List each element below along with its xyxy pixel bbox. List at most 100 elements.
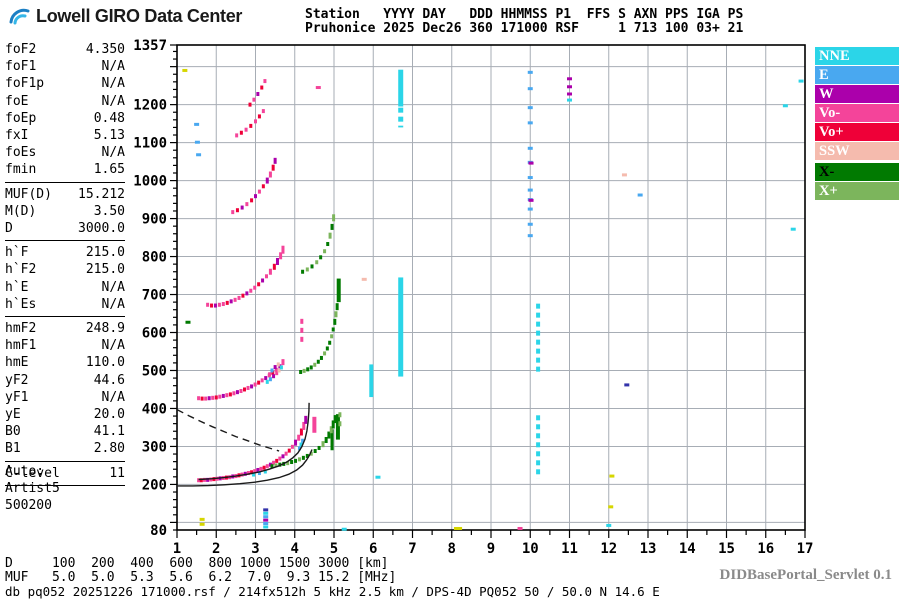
svg-text:1000: 1000 xyxy=(133,174,167,190)
echo-dot xyxy=(260,378,264,383)
scatter-dot xyxy=(567,77,572,81)
echo-dot xyxy=(256,467,260,472)
echo-dot xyxy=(264,274,268,279)
echo-dot xyxy=(274,463,278,468)
param-label: foEp xyxy=(5,110,37,126)
svg-text:16: 16 xyxy=(757,541,774,557)
scatter-dot xyxy=(527,188,533,192)
echo-dot xyxy=(305,267,309,272)
echo-dot xyxy=(257,114,261,119)
scatter-echoes xyxy=(182,68,804,531)
echo-dot xyxy=(302,421,306,430)
echo-dot xyxy=(250,384,254,389)
echo-dot xyxy=(244,127,248,132)
scatter-dot xyxy=(528,198,534,202)
echo-dot xyxy=(326,242,330,247)
echo-dot xyxy=(279,365,283,370)
param-section: C-level 11 xyxy=(5,460,125,486)
svg-text:300: 300 xyxy=(142,439,167,455)
echo-dot xyxy=(290,444,294,449)
echo-dot xyxy=(331,327,335,332)
svg-text:200: 200 xyxy=(142,477,167,493)
scatter-dot xyxy=(527,70,533,74)
param-section: h`F 215.0 h`F2 215.0 h`E N/A h`Es N/A xyxy=(5,240,125,316)
echo-dot xyxy=(281,245,285,254)
echo-dot xyxy=(253,469,257,474)
scatter-dot xyxy=(194,122,200,126)
scatter-dot xyxy=(457,526,463,530)
param-label: foF1 xyxy=(5,59,37,75)
echo-dot xyxy=(202,477,206,482)
param-value: 20.0 xyxy=(93,407,125,423)
scatter-dot xyxy=(361,277,367,281)
svg-text:8: 8 xyxy=(448,541,456,557)
echo-dot xyxy=(310,264,314,269)
param-row: h`E N/A xyxy=(5,279,125,296)
echo-dot xyxy=(206,477,210,482)
echo-dot xyxy=(325,346,329,351)
echo-dot xyxy=(260,85,264,90)
echo-dot xyxy=(237,295,241,300)
scatter-dot xyxy=(527,222,533,226)
param-row: hmF1 N/A xyxy=(5,337,125,354)
echo-dot xyxy=(228,392,232,397)
echo-dot xyxy=(332,214,336,222)
echo-bars xyxy=(300,69,541,479)
echo-dot xyxy=(249,288,253,293)
echo-dot xyxy=(210,303,214,308)
echo-dot xyxy=(281,454,285,459)
param-label: h`F2 xyxy=(5,262,37,278)
echo-dot xyxy=(299,442,303,447)
param-label: foF1p xyxy=(5,76,45,92)
scatter-dot xyxy=(527,87,533,91)
param-label: M(D) xyxy=(5,203,37,219)
scatter-dot xyxy=(263,522,269,526)
svg-text:1200: 1200 xyxy=(133,98,167,114)
param-value: 15.212 xyxy=(78,186,125,202)
echo-dot xyxy=(315,260,319,265)
echo-dot xyxy=(275,371,279,376)
param-value: 11 xyxy=(109,465,125,481)
echo-dot xyxy=(254,194,257,199)
echo-dot xyxy=(229,299,233,304)
echo-dot xyxy=(259,466,263,471)
svg-text:14: 14 xyxy=(679,541,696,557)
echo-dot xyxy=(333,415,337,424)
scatter-dot xyxy=(375,475,381,479)
echo-dot xyxy=(231,210,235,215)
echo-dot xyxy=(277,368,281,373)
echo-dot xyxy=(243,387,247,392)
param-label: B1 xyxy=(5,441,21,457)
echo-dot xyxy=(272,263,276,270)
svg-text:3: 3 xyxy=(251,541,259,557)
echo-dot xyxy=(252,97,256,102)
echo-dot xyxy=(313,449,317,454)
scatter-dot xyxy=(194,140,200,144)
echo-dot xyxy=(328,232,332,239)
echo-dot xyxy=(279,252,283,260)
echo-dot xyxy=(257,471,261,476)
scatter-dot xyxy=(527,176,533,180)
svg-text:600: 600 xyxy=(142,326,167,342)
echo-dot xyxy=(323,249,327,254)
status-line: db pq052 20251226 171000.rsf / 214fx512h… xyxy=(5,584,660,599)
param-value: N/A xyxy=(101,59,125,75)
echo-dot xyxy=(294,439,298,446)
scatter-dot xyxy=(624,383,630,387)
echo-dot xyxy=(245,291,249,296)
svg-text:700: 700 xyxy=(142,288,167,304)
echo-dot xyxy=(235,133,239,138)
echo-dot xyxy=(265,379,269,384)
echo-dot xyxy=(197,396,201,401)
echo-dot xyxy=(334,311,338,318)
echo-dot xyxy=(261,184,265,189)
legend-item: X+ xyxy=(815,182,899,200)
param-label: h`Es xyxy=(5,296,37,312)
param-value: N/A xyxy=(101,338,125,354)
echo-dot xyxy=(214,395,218,400)
auto-line: Auto: xyxy=(5,464,45,479)
scatter-dot xyxy=(263,511,269,515)
dashed-profile-line xyxy=(176,408,280,452)
scatter-dot xyxy=(609,474,615,478)
